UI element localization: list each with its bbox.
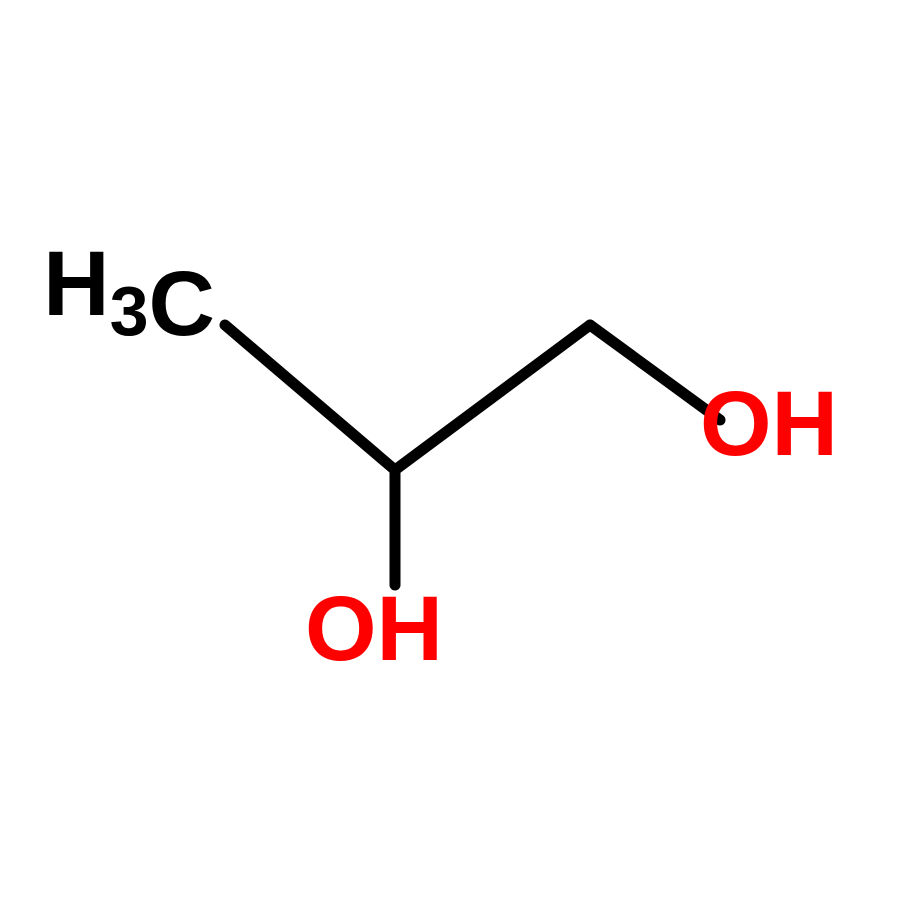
bond-0 <box>225 325 395 470</box>
label-ch3: H3C <box>43 233 215 355</box>
label-oh_bottom: OH <box>305 578 443 680</box>
label-oh_right: OH <box>700 373 838 475</box>
label-ch3-part: H <box>43 233 109 335</box>
bonds-group <box>225 325 720 585</box>
label-oh_right-part: OH <box>700 373 838 475</box>
label-oh_bottom-part: OH <box>305 578 443 680</box>
molecule-diagram: H3C OH OH <box>0 0 900 900</box>
labels-group: H3C OH OH <box>43 233 838 680</box>
label-ch3-sub: 3 <box>110 272 149 350</box>
bond-1 <box>395 325 590 470</box>
label-ch3-part: C <box>149 253 215 355</box>
